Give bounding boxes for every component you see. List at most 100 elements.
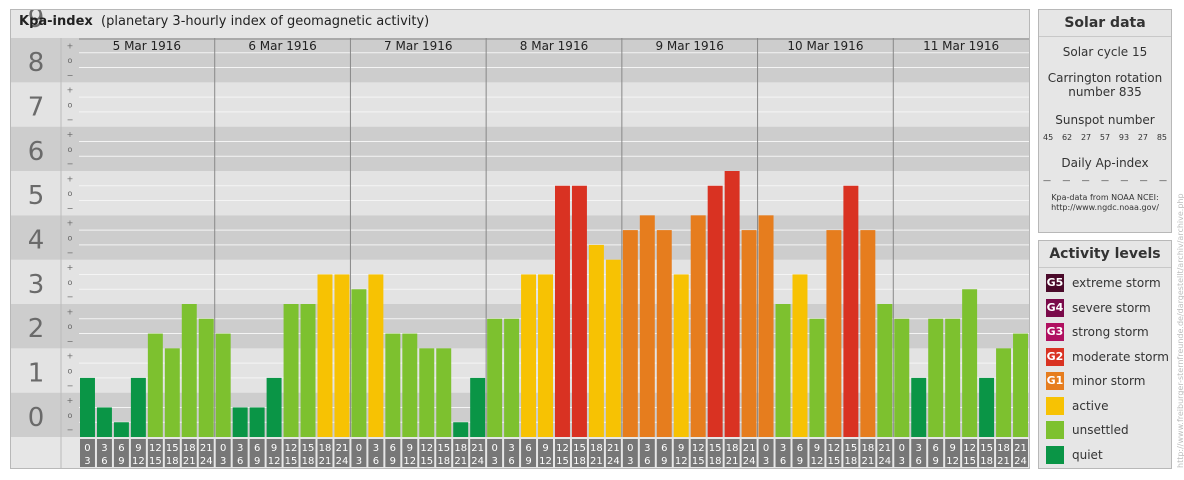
- interval-label-start: 18: [997, 443, 1010, 454]
- kp-bar: [334, 274, 350, 437]
- y-tick-label: 5: [28, 181, 45, 211]
- interval-box: [368, 439, 384, 467]
- level-swatch: G5: [1046, 274, 1064, 293]
- minor-tick-symbol: +: [67, 41, 74, 50]
- minor-tick-symbol: o: [68, 411, 73, 420]
- activity-level-unsettled: unsettled: [1039, 418, 1171, 443]
- interval-label-end: 21: [726, 456, 739, 467]
- minor-tick-symbol: o: [68, 101, 73, 110]
- ap-value: —: [1081, 176, 1090, 185]
- interval-box: [249, 439, 265, 467]
- kp-bar: [232, 407, 248, 437]
- interval-label-end: 21: [454, 456, 467, 467]
- kp-bar: [775, 304, 791, 437]
- interval-label-start: 15: [709, 443, 722, 454]
- interval-box: [80, 439, 95, 467]
- interval-box: [487, 439, 503, 467]
- credit-line-1: Kpa-data from NOAA NCEI:: [1051, 193, 1159, 202]
- interval-label-end: 3: [763, 456, 769, 467]
- level-label: moderate storm: [1072, 349, 1169, 364]
- interval-label-start: 6: [525, 443, 531, 454]
- kp-bar: [877, 304, 893, 437]
- interval-box: [843, 439, 859, 467]
- interval-label-start: 0: [84, 443, 90, 454]
- y-tick-label: 9: [28, 10, 45, 34]
- level-band: [11, 304, 1029, 349]
- level-swatch: G3: [1046, 323, 1064, 342]
- sunspot-value: 45: [1043, 133, 1054, 142]
- activity-level-minor-storm: G1 minor storm: [1039, 369, 1171, 394]
- kp-bar: [113, 422, 129, 437]
- sunspot-value: 85: [1156, 133, 1167, 142]
- kp-bar: [283, 304, 299, 437]
- kp-bar: [690, 215, 706, 437]
- interval-label-end: 9: [254, 456, 260, 467]
- kp-bar: [741, 230, 757, 437]
- level-swatch: G2: [1046, 347, 1064, 366]
- activity-level-strong-storm: G3 strong storm: [1039, 320, 1171, 345]
- level-band: [11, 171, 1029, 216]
- interval-label-start: 15: [166, 443, 179, 454]
- interval-box: [622, 439, 638, 467]
- interval-label-end: 9: [797, 456, 803, 467]
- interval-box: [911, 439, 927, 467]
- minor-tick-symbol: o: [68, 145, 73, 154]
- interval-label-start: 0: [220, 443, 226, 454]
- level-band: [11, 259, 1029, 304]
- interval-label-end: 6: [373, 456, 379, 467]
- minor-tick-symbol: +: [67, 396, 74, 405]
- level-band: [11, 215, 1029, 260]
- data-credit: Kpa-data from NOAA NCEI: http://www.ngdc…: [1039, 193, 1171, 213]
- credit-line-2[interactable]: http://www.ngdc.noaa.gov/: [1051, 203, 1159, 212]
- minor-tick-symbol: o: [68, 56, 73, 65]
- interval-label-start: 15: [980, 443, 993, 454]
- interval-label-start: 3: [101, 443, 107, 454]
- interval-box: [300, 439, 316, 467]
- level-label: active: [1072, 398, 1109, 413]
- level-label: unsettled: [1072, 423, 1129, 438]
- kp-bar: [945, 318, 961, 437]
- interval-box: [962, 439, 978, 467]
- minor-tick-symbol: o: [68, 278, 73, 287]
- interval-box: [198, 439, 214, 467]
- interval-label-start: 9: [814, 443, 820, 454]
- interval-box: [96, 439, 112, 467]
- interval-label-start: 6: [254, 443, 260, 454]
- level-label: strong storm: [1072, 325, 1149, 340]
- kp-bar: [1013, 333, 1028, 437]
- interval-label-start: 9: [407, 443, 413, 454]
- kp-bar: [147, 333, 163, 437]
- sunspot-value: 93: [1118, 133, 1130, 142]
- ap-value: —: [1120, 176, 1129, 185]
- solar-cycle: Solar cycle 15: [1062, 45, 1148, 59]
- interval-label-end: 12: [675, 456, 688, 467]
- level-swatch: [1046, 396, 1064, 415]
- interval-label-end: 6: [780, 456, 786, 467]
- minor-tick-symbol: +: [67, 130, 74, 139]
- interval-label-end: 3: [627, 456, 633, 467]
- level-swatch: G4: [1046, 298, 1064, 317]
- activity-levels-title: Activity levels: [1039, 241, 1171, 268]
- interval-box: [215, 439, 231, 467]
- interval-label-start: 18: [861, 443, 874, 454]
- interval-box: [741, 439, 757, 467]
- interval-label-start: 9: [678, 443, 684, 454]
- interval-label-end: 15: [692, 456, 705, 467]
- kp-bar: [605, 259, 621, 437]
- y-tick-label: 2: [28, 314, 45, 344]
- interval-box: [130, 439, 146, 467]
- interval-label-end: 12: [132, 456, 145, 467]
- kp-bar: [215, 333, 231, 437]
- interval-label-end: 15: [285, 456, 298, 467]
- minor-tick-symbol: −: [67, 71, 74, 80]
- interval-label-end: 24: [336, 456, 349, 467]
- interval-box: [639, 439, 655, 467]
- interval-label-end: 6: [101, 456, 107, 467]
- kp-bar: [130, 377, 146, 437]
- interval-label-end: 12: [539, 456, 552, 467]
- interval-label-start: 3: [644, 443, 650, 454]
- interval-label-start: 21: [471, 443, 484, 454]
- y-tick-label: 0: [28, 403, 45, 433]
- interval-label-start: 12: [420, 443, 433, 454]
- interval-box: [860, 439, 876, 467]
